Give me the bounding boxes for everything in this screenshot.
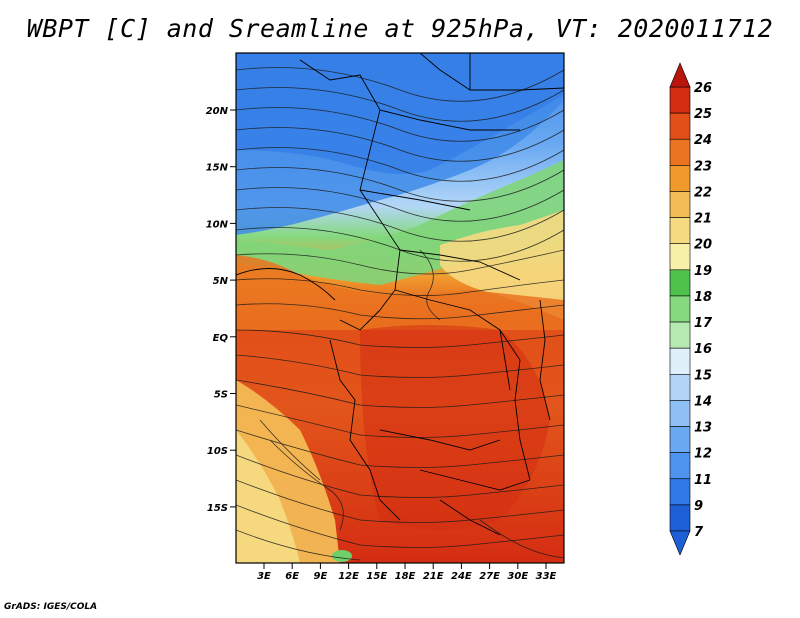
colorbar-segment	[669, 165, 691, 192]
colorbar-segment	[669, 478, 691, 506]
footer-credit: GrADS: IGES/COLA	[4, 602, 98, 612]
lon-tick-label: 18E	[395, 571, 416, 582]
longitude-axis: 3E 6E 9E 12E 15E 18E 21E 24E 27E 30E 33E	[257, 563, 557, 582]
lon-tick-label: 21E	[423, 571, 444, 582]
colorbar-segment	[669, 400, 691, 427]
colorbar-label: 15	[694, 368, 712, 383]
lon-tick-label: 30E	[507, 571, 528, 582]
colorbar-label: 22	[694, 185, 712, 200]
lat-tick-label: 10N	[206, 219, 229, 230]
colorbar-label: 18	[694, 290, 712, 305]
colorbar-label: 9	[694, 499, 703, 514]
map-frame	[235, 52, 565, 564]
colorbar-label: 25	[694, 107, 712, 122]
colorbar-segment	[669, 243, 691, 271]
colorbar-label: 11	[694, 473, 712, 488]
colorbar-segment	[669, 321, 691, 349]
lat-tick-label: 5S	[214, 390, 228, 401]
colorbar-label: 19	[694, 264, 712, 279]
lon-tick-label: 12E	[338, 571, 359, 582]
colorbar-segment	[669, 217, 691, 245]
lon-tick-label: 33E	[536, 571, 557, 582]
colorbar-segment	[669, 86, 691, 114]
lon-tick-label: 24E	[451, 571, 472, 582]
latitude-axis: 20N 15N 10N 5N EQ 5S 10S 15S	[206, 106, 236, 514]
colorbar-label: 16	[694, 342, 712, 357]
colorbar-label: 23	[694, 159, 712, 174]
colorbar-label: 20	[694, 238, 712, 253]
lat-tick-label: 15N	[206, 163, 229, 174]
lon-tick-label: 6E	[285, 571, 299, 582]
colorbar-min-arrow	[669, 530, 691, 556]
colorbar-label: 17	[694, 316, 713, 331]
map-field	[236, 53, 564, 563]
colorbar-segment	[669, 504, 691, 532]
colorbar-label: 24	[694, 133, 712, 148]
colorbar-segment	[669, 452, 691, 480]
lat-tick-label: 15S	[207, 503, 228, 514]
colorbar-segment	[669, 269, 691, 297]
colorbar-segment	[669, 112, 691, 140]
lon-tick-label: 9E	[314, 571, 328, 582]
colorbar-label: 26	[694, 81, 712, 96]
colorbar-legend: 7 9 11 12 13 14 15 16 17 18 19 20 21 22 23 24 25 26	[669, 62, 713, 556]
lat-tick-label: 10S	[207, 446, 228, 457]
colorbar-max-arrow	[669, 62, 691, 88]
colorbar-segment	[669, 347, 691, 375]
lat-tick-label: 20N	[206, 106, 229, 117]
lon-tick-label: 27E	[479, 571, 500, 582]
colorbar-label: 13	[694, 421, 712, 436]
colorbar-segment	[669, 295, 691, 323]
colorbar-label: 7	[694, 525, 704, 540]
colorbar-segment	[669, 426, 691, 453]
lat-tick-label: EQ	[213, 333, 229, 344]
colorbar-segment	[669, 373, 691, 401]
colorbar-segment	[669, 138, 691, 166]
colorbar-label: 21	[694, 212, 712, 227]
colorbar-segment	[669, 191, 691, 218]
lon-tick-label: 15E	[366, 571, 387, 582]
colorbar-label: 12	[694, 447, 712, 462]
colorbar-label: 14	[694, 394, 712, 409]
lat-tick-label: 5N	[213, 276, 229, 287]
lon-tick-label: 3E	[257, 571, 271, 582]
map-title: WBPT [C] and Sreamline at 925hPa, VT: 20…	[26, 14, 774, 43]
